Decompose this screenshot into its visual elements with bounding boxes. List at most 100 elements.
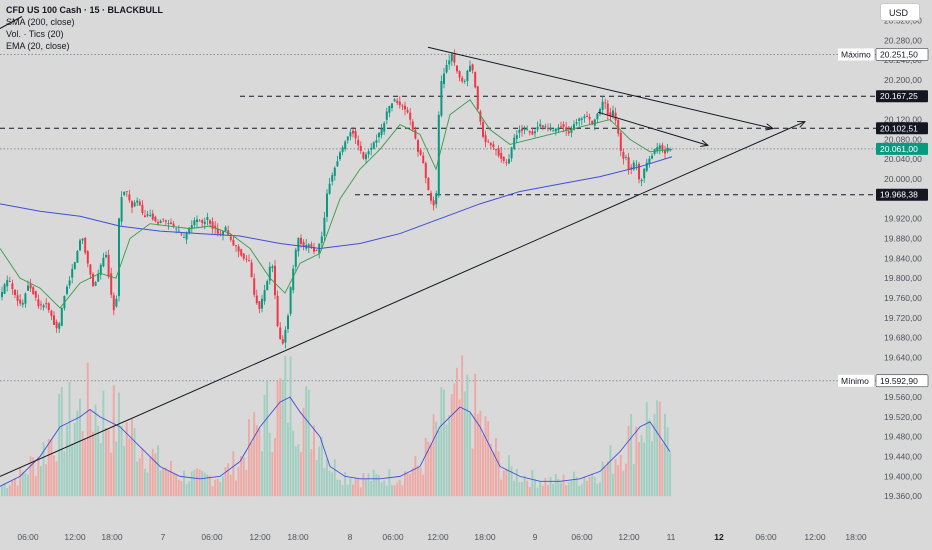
volume-bar — [89, 410, 92, 497]
volume-bar — [102, 390, 105, 497]
trendline-3[interactable] — [597, 111, 708, 145]
symbol-title[interactable]: CFD US 100 Cash · 15 · BLACKBULL — [6, 5, 164, 15]
volume-bar — [658, 401, 661, 497]
candle-body — [110, 273, 113, 295]
candle-body — [185, 233, 188, 240]
y-tick-label: 20.080,00 — [884, 134, 922, 144]
candle-body — [432, 200, 435, 206]
volume-bar — [27, 474, 29, 497]
price-tag-box[interactable] — [876, 142, 928, 155]
volume-bar — [560, 482, 562, 497]
volume-bar — [268, 432, 271, 497]
volume-bar — [318, 446, 321, 497]
candle-body — [430, 192, 432, 201]
sma-indicator-label[interactable]: SMA (200, close) — [6, 17, 75, 27]
volume-bar — [651, 441, 653, 497]
volume-bar — [263, 394, 266, 497]
volume-bar — [380, 482, 383, 497]
volume-bar — [99, 443, 102, 497]
y-tick-label: 19.760,00 — [884, 293, 922, 303]
candle-body — [333, 167, 336, 176]
volume-bar — [414, 455, 417, 497]
volume-bar — [8, 485, 11, 497]
candle-body — [328, 183, 331, 194]
candle-body — [521, 128, 523, 131]
candle-body — [258, 301, 261, 309]
volume-bar — [502, 470, 505, 497]
volume-bar — [110, 452, 113, 497]
volume-bar — [71, 443, 74, 497]
volume-bar — [151, 448, 154, 497]
candle-body — [492, 144, 495, 148]
volume-bar — [19, 467, 22, 497]
candle-body — [331, 175, 334, 182]
candle-body — [593, 119, 596, 126]
candle-body — [599, 109, 601, 114]
volume-bar — [3, 483, 6, 497]
trendline-partial[interactable] — [0, 16, 23, 29]
trendline-1[interactable] — [0, 122, 805, 477]
candle-body — [471, 64, 474, 71]
volume-bar — [463, 391, 466, 497]
volume-bar — [63, 451, 66, 497]
price-tag-value: 20.061,00 — [880, 144, 918, 154]
candle-body — [359, 145, 362, 151]
candle-body — [404, 105, 406, 110]
ema-indicator-label[interactable]: EMA (20, close) — [6, 41, 70, 51]
candle-body — [276, 295, 279, 326]
candle-body — [601, 101, 604, 110]
volume-bar — [666, 427, 669, 497]
currency-button[interactable]: USD — [880, 3, 920, 21]
x-tick-label: 9 — [533, 532, 538, 542]
volume-bar — [492, 451, 495, 497]
volume-bar — [333, 458, 336, 497]
volume-bar — [536, 487, 539, 497]
volume-bar — [276, 381, 279, 497]
candle-body — [437, 114, 440, 196]
price-tag-box[interactable] — [875, 374, 929, 388]
price-tag-value: 19.592,90 — [880, 376, 918, 386]
volume-bar — [245, 469, 248, 497]
price-tag-box[interactable] — [876, 122, 928, 135]
candle-body — [73, 262, 76, 270]
volume-bar — [362, 473, 365, 497]
candle-body — [190, 225, 193, 230]
volume-bar — [29, 456, 32, 497]
candle-body — [627, 157, 630, 171]
volume-bar — [443, 389, 445, 497]
candle-body — [406, 110, 409, 113]
volume-bar — [193, 469, 196, 497]
candle-body — [92, 273, 94, 287]
candle-body — [539, 124, 542, 127]
candle-body — [367, 151, 370, 155]
candle-body — [510, 147, 513, 159]
price-tag-box[interactable] — [876, 188, 928, 201]
trendline-2[interactable] — [427, 46, 773, 128]
volume-bar — [580, 484, 583, 497]
volume-bar — [346, 484, 349, 497]
price-tag-box[interactable] — [875, 48, 929, 61]
candle-body — [136, 200, 139, 203]
candle-body — [411, 121, 414, 130]
candle-body — [242, 253, 245, 259]
candle-body — [302, 242, 305, 247]
volume-bar — [430, 444, 432, 497]
volume-indicator-label[interactable]: Vol. · Tics (20) — [6, 29, 64, 39]
volume-bar — [154, 453, 157, 497]
candle-body — [617, 120, 620, 134]
volume-bar — [79, 398, 81, 497]
price-tag-box[interactable] — [876, 90, 928, 103]
volume-bar — [328, 470, 331, 497]
volume-bar — [393, 485, 396, 497]
y-tick-label: 20.040,00 — [884, 154, 922, 164]
volume-bar — [565, 485, 568, 497]
candle-body — [645, 162, 648, 171]
candle-body — [391, 103, 393, 108]
candle-body — [619, 132, 622, 151]
volume-bar — [157, 445, 159, 497]
candle-body — [307, 244, 310, 248]
volume-bar — [164, 467, 167, 497]
volume-bar — [66, 424, 68, 497]
volume-bar — [339, 480, 341, 497]
